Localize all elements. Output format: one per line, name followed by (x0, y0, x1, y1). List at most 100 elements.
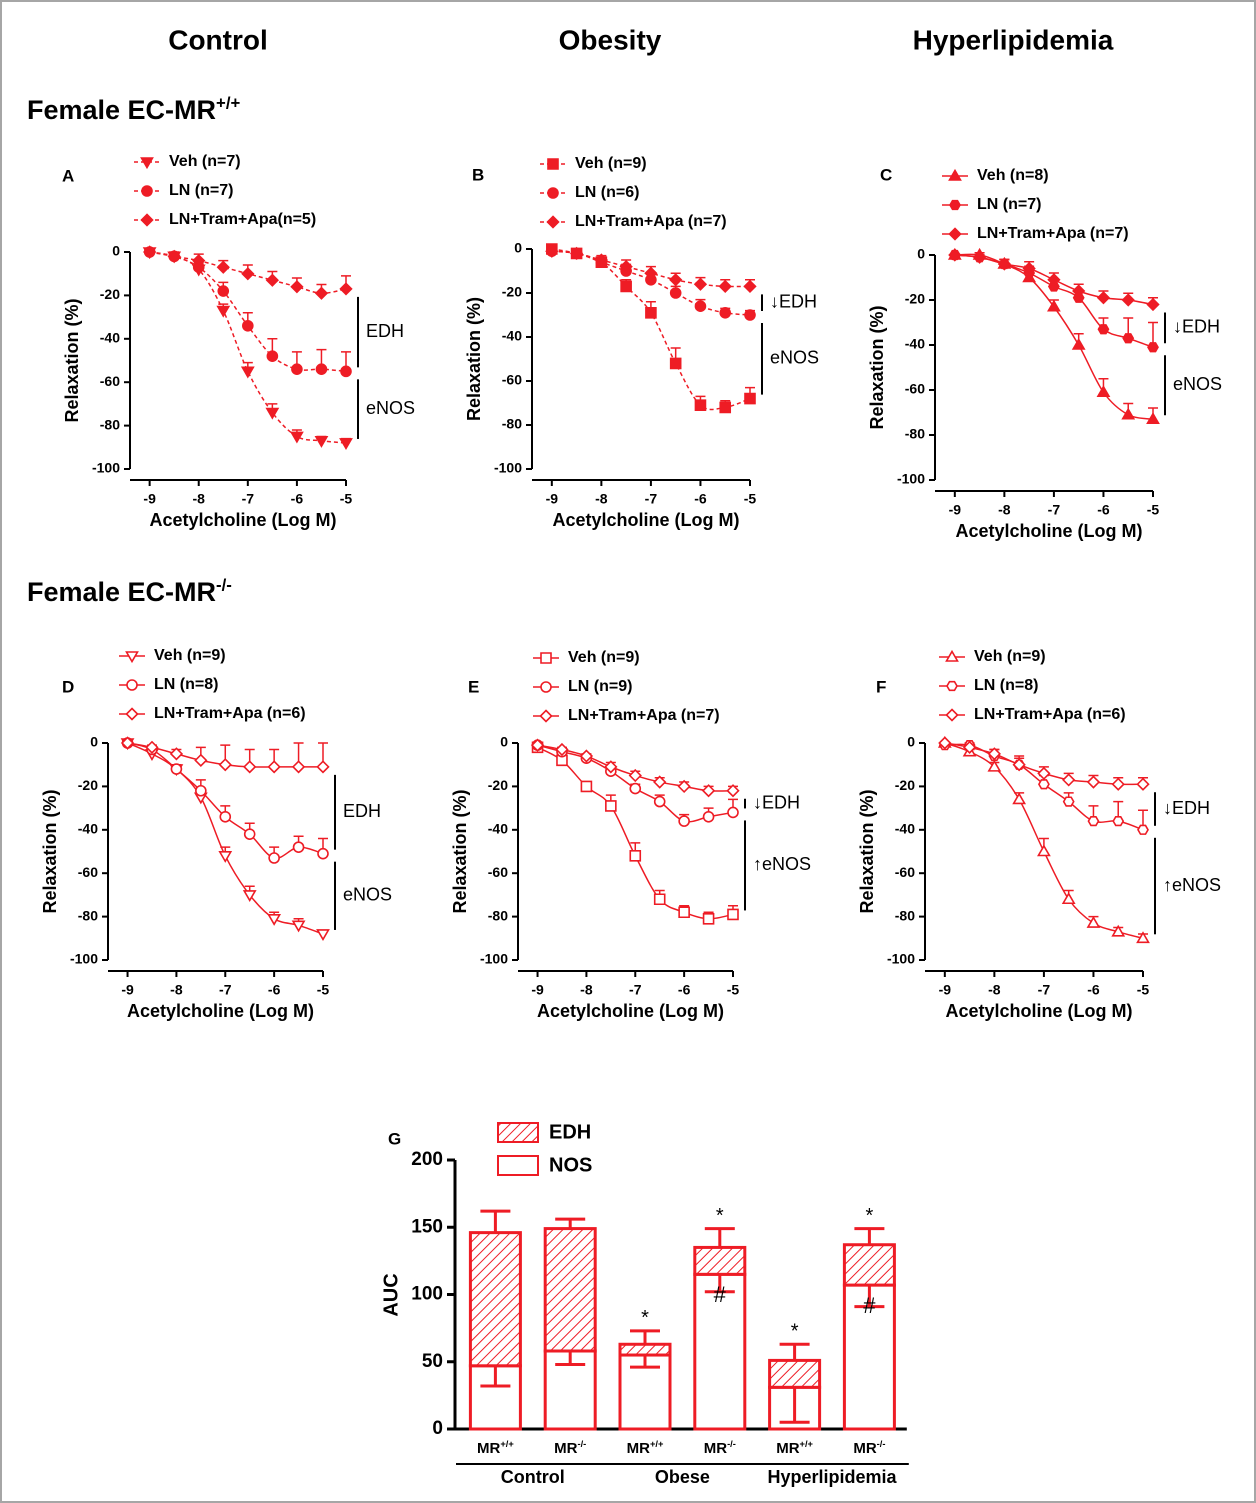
point (997, 257, 1011, 271)
group-label: Hyperlipidemia (767, 1467, 897, 1487)
legend-marker (540, 681, 552, 693)
legend-swatch (497, 1155, 539, 1176)
panel-label: A (62, 166, 74, 185)
x-tick-label: -9 (939, 982, 952, 998)
point (987, 747, 1001, 761)
point (678, 815, 690, 827)
x-tick-label: -9 (143, 491, 156, 507)
y-tick-label: -20 (78, 777, 98, 793)
annotation: ↑eNOS (753, 854, 811, 874)
x-axis-label: Acetylcholine (Log M) (149, 510, 336, 530)
point (580, 780, 593, 793)
y-tick-label: -60 (502, 372, 522, 388)
legend-marker (546, 215, 560, 229)
point (1037, 779, 1050, 790)
legend-marker (125, 651, 139, 664)
y-tick-label: -40 (905, 336, 925, 352)
point (340, 365, 352, 378)
point (948, 248, 962, 262)
point (1047, 273, 1061, 287)
bar-segment (768, 1358, 822, 1389)
point (315, 363, 328, 375)
annotation: ↓EDH (1163, 798, 1210, 818)
error-bar (779, 1342, 810, 1361)
error-bar (480, 1209, 511, 1233)
x-tick-label: -5 (1137, 982, 1150, 998)
x-tick-label: -9 (531, 982, 544, 998)
significance-mark: * (866, 1205, 874, 1227)
y-tick-label: -60 (905, 381, 925, 397)
y-tick-label: -60 (78, 864, 98, 880)
y-tick-label: -60 (895, 864, 915, 880)
y-tick-label: 50 (422, 1351, 443, 1372)
x-tick-label: -5 (340, 491, 353, 507)
legend-marker (140, 213, 154, 227)
legend-marker (945, 649, 959, 662)
point (744, 309, 756, 321)
x-axis-label: Acetylcholine (Log M) (955, 521, 1142, 541)
x-tick-label: -6 (268, 982, 281, 998)
x-tick-label: -7 (1048, 502, 1061, 518)
x-tick-label: -5 (1147, 502, 1160, 518)
y-tick-label: 0 (500, 734, 508, 750)
legend-marker (547, 187, 559, 199)
legend-label: Veh (n=9) (154, 647, 226, 664)
point (268, 852, 280, 864)
x-axis-label: Acetylcholine (Log M) (537, 1001, 724, 1021)
y-tick-label: 0 (90, 734, 98, 750)
legend-marker (540, 652, 552, 664)
x-axis-label: Acetylcholine (Log M) (552, 510, 739, 530)
significance-mark: * (791, 1321, 799, 1343)
point (120, 736, 135, 750)
x-tick-label: MR-/- (704, 1439, 736, 1457)
point (1136, 777, 1150, 791)
point (1086, 916, 1101, 928)
panel-label: E (468, 677, 479, 696)
point (701, 784, 716, 798)
point (1072, 284, 1086, 298)
column-title: Obesity (559, 24, 662, 55)
legend-marker (946, 680, 958, 692)
legend-swatch (497, 1122, 539, 1143)
point (1136, 931, 1150, 944)
point (677, 779, 691, 794)
point (605, 800, 617, 812)
point (1062, 796, 1075, 807)
legend-marker (125, 707, 139, 721)
point (1012, 792, 1027, 805)
point (291, 363, 303, 375)
point (1121, 293, 1135, 307)
point (744, 392, 756, 405)
point (1096, 291, 1111, 305)
x-tick-label: -9 (949, 502, 962, 518)
annotation: ↑eNOS (1163, 875, 1221, 895)
point (195, 784, 207, 797)
x-tick-label: MR+/+ (776, 1439, 813, 1457)
legend-marker (126, 679, 138, 691)
x-tick-label: -5 (744, 491, 757, 507)
point (241, 267, 255, 281)
point (619, 259, 633, 274)
x-tick-label: -6 (678, 982, 691, 998)
annotation: eNOS (366, 398, 415, 418)
legend-label: LN+Tram+Apa (n=7) (575, 213, 727, 230)
point (1137, 824, 1149, 835)
x-tick-label: -8 (988, 982, 1001, 998)
y-tick-label: -100 (92, 460, 120, 476)
legend-label: Veh (n=9) (575, 155, 647, 172)
point (629, 850, 642, 862)
point (218, 851, 233, 863)
legend-label: Veh (n=7) (169, 153, 241, 170)
x-tick-label: MR+/+ (627, 1439, 664, 1457)
error-bar (854, 1227, 885, 1245)
legend-marker (140, 157, 154, 170)
legend-label: LN (n=8) (154, 676, 218, 693)
y-tick-label: -60 (488, 864, 508, 880)
point (291, 760, 306, 774)
point (702, 810, 715, 823)
point (314, 286, 329, 300)
y-tick-label: -20 (502, 284, 522, 300)
point (267, 913, 282, 926)
